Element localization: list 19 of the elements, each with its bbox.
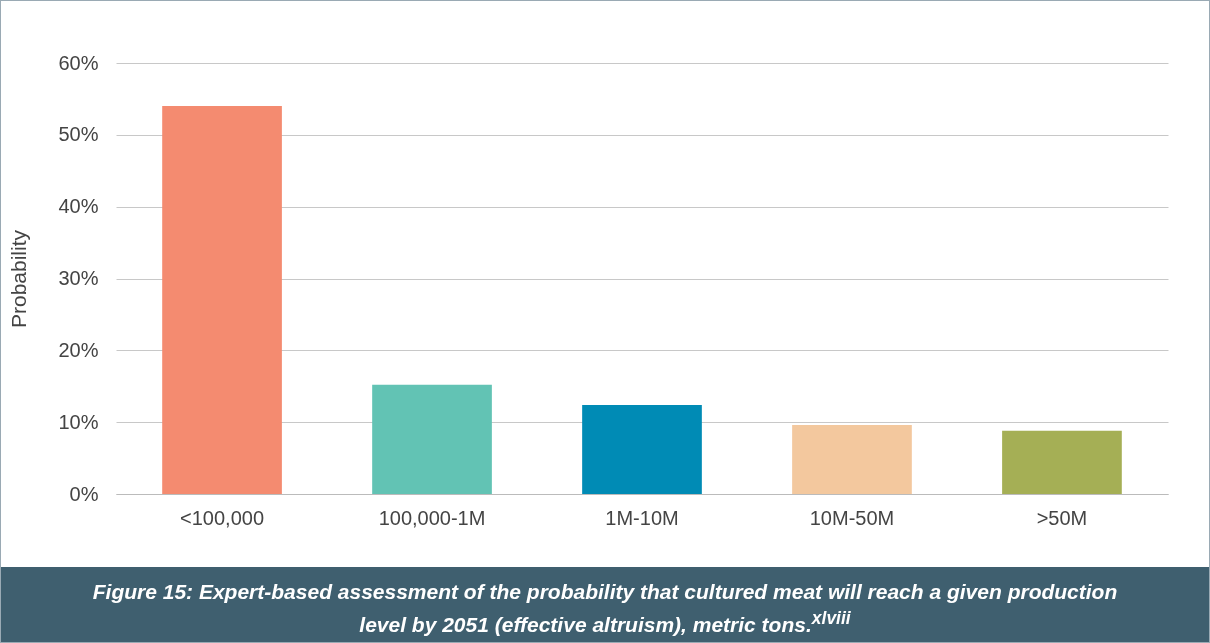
x-tick-label: 1M-10M — [605, 506, 679, 529]
bar — [792, 425, 912, 494]
text: Figure 15: Expert-based assessment of the probability that cultured meat will reach a given production level by 2051 (effective altruism), metric tons.$^{xlviii}$ — [1, 567, 1209, 642]
y-tick-label: 0% — [69, 482, 99, 505]
y-tick-label: 50% — [58, 123, 99, 146]
y-tick-label: 30% — [58, 267, 99, 289]
y-tick-label: 10% — [58, 410, 99, 433]
x-tick-label: >50M — [1036, 506, 1088, 529]
y-tick-label: 40% — [58, 195, 99, 218]
y-tick-label: 60% — [58, 51, 99, 74]
x-tick-label: 100,000-1M — [378, 506, 486, 529]
bar — [162, 106, 282, 494]
y-tick-label: 20% — [58, 338, 99, 361]
bar — [582, 404, 702, 494]
bar — [372, 384, 492, 494]
x-tick-label: <100,000 — [180, 506, 265, 529]
x-tick-label: 10M-50M — [809, 506, 895, 529]
y-axis-title: Probability — [7, 229, 31, 329]
bar — [1002, 430, 1122, 494]
